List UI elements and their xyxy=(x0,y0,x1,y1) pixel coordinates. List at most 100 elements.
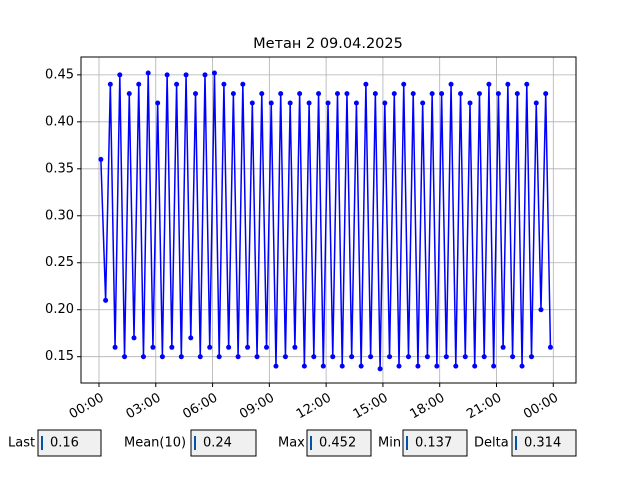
data-point xyxy=(415,363,421,369)
data-point xyxy=(103,297,109,303)
data-point xyxy=(434,363,440,369)
data-point xyxy=(349,354,355,360)
data-point xyxy=(254,354,260,360)
data-point xyxy=(235,354,241,360)
data-point xyxy=(259,91,265,97)
data-point xyxy=(249,100,255,106)
data-line xyxy=(100,72,552,369)
y-tick-label: 0.30 xyxy=(45,208,74,223)
data-point xyxy=(240,81,246,87)
data-point xyxy=(387,354,393,360)
data-point xyxy=(311,354,317,360)
data-point xyxy=(169,344,175,350)
y-tick-label: 0.25 xyxy=(45,255,74,270)
data-point xyxy=(207,344,213,350)
data-point xyxy=(491,363,497,369)
y-tick-label: 0.40 xyxy=(45,114,74,129)
data-point xyxy=(344,91,350,97)
data-point xyxy=(297,91,303,97)
data-point xyxy=(334,91,340,97)
data-point xyxy=(226,344,232,350)
data-point xyxy=(353,100,359,106)
x-tick-label: 00:00 xyxy=(67,391,107,423)
data-point xyxy=(164,72,170,78)
stat-box xyxy=(306,429,372,457)
data-point xyxy=(140,354,146,360)
stat-value: 0.24 xyxy=(203,436,232,451)
data-point xyxy=(193,91,199,97)
data-point xyxy=(306,100,312,106)
stat-value: 0.16 xyxy=(50,436,79,451)
data-point xyxy=(396,363,402,369)
data-point xyxy=(439,91,445,97)
data-point xyxy=(301,363,307,369)
data-point xyxy=(145,70,151,76)
stat-label: Min xyxy=(378,436,401,451)
data-point xyxy=(131,335,137,341)
data-point xyxy=(514,91,520,97)
data-point xyxy=(429,91,435,97)
data-point xyxy=(325,100,331,106)
data-point xyxy=(122,354,128,360)
data-point xyxy=(533,100,539,106)
data-point xyxy=(529,354,535,360)
data-point xyxy=(401,81,407,87)
stat-box xyxy=(37,429,102,457)
data-point xyxy=(467,100,473,106)
data-point xyxy=(320,363,326,369)
stat-box xyxy=(190,429,257,457)
data-point xyxy=(273,363,279,369)
data-point xyxy=(292,344,298,350)
data-point xyxy=(316,91,322,97)
data-point xyxy=(372,91,378,97)
data-point xyxy=(481,354,487,360)
x-tick-label: 06:00 xyxy=(180,391,220,423)
plot-frame xyxy=(80,56,577,384)
data-point xyxy=(155,100,161,106)
stat-label: Max xyxy=(278,436,305,451)
data-point xyxy=(339,363,345,369)
stat-label: Last xyxy=(8,436,35,451)
data-point xyxy=(112,344,118,350)
data-point xyxy=(107,81,113,87)
data-point xyxy=(524,81,530,87)
y-tick-label: 0.15 xyxy=(45,349,74,364)
data-point xyxy=(462,354,468,360)
x-tick-label: 12:00 xyxy=(294,391,334,423)
data-point xyxy=(117,72,123,78)
data-point xyxy=(98,156,104,162)
data-point xyxy=(202,72,208,78)
data-point xyxy=(245,344,251,350)
data-point xyxy=(126,91,132,97)
data-point xyxy=(443,354,449,360)
chart-title: Метан 2 09.04.2025 xyxy=(253,36,403,52)
data-point xyxy=(486,81,492,87)
data-point xyxy=(420,100,426,106)
stat-value: 0.452 xyxy=(319,436,356,451)
data-point xyxy=(278,91,284,97)
data-point xyxy=(221,81,227,87)
data-point xyxy=(363,81,369,87)
data-point xyxy=(476,91,482,97)
x-tick-label: 21:00 xyxy=(464,391,504,423)
data-point xyxy=(230,91,236,97)
data-point xyxy=(282,354,288,360)
data-point xyxy=(136,81,142,87)
data-point xyxy=(505,81,511,87)
stat-value: 0.314 xyxy=(524,436,561,451)
data-point xyxy=(538,307,544,313)
data-point xyxy=(405,354,411,360)
data-point xyxy=(377,366,383,372)
data-point xyxy=(211,70,217,76)
stat-box xyxy=(511,429,577,457)
data-point xyxy=(264,344,270,350)
y-tick-label: 0.35 xyxy=(45,161,74,176)
data-point xyxy=(472,363,478,369)
data-point xyxy=(391,91,397,97)
data-point xyxy=(178,354,184,360)
data-point xyxy=(500,344,506,350)
stat-label: Delta xyxy=(474,436,509,451)
x-tick-label: 15:00 xyxy=(351,391,391,423)
x-tick-label: 09:00 xyxy=(237,391,277,423)
